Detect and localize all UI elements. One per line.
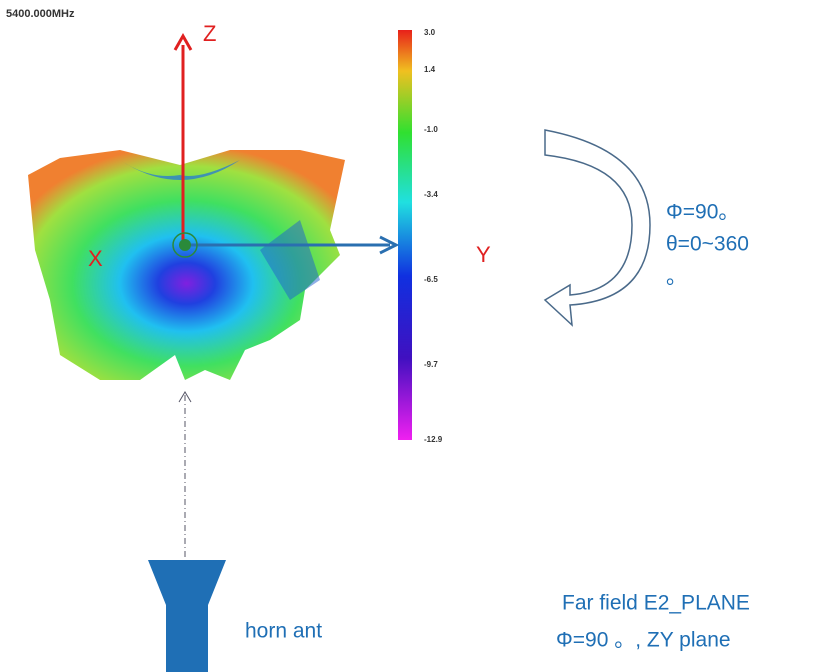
caption-line: Φ=90 。, ZY plane — [556, 629, 731, 652]
degree-mark: 。 — [666, 266, 687, 289]
rotation-arrow — [543, 129, 651, 327]
z-label: Z — [203, 21, 216, 46]
frequency-label: 5400.000MHz — [6, 8, 75, 20]
horn-label: horn ant — [245, 620, 322, 643]
caption-line: Far field E2_PLANE — [562, 592, 750, 615]
pattern-shading — [120, 160, 240, 180]
theta-label: θ=0~360 — [666, 233, 749, 256]
colorbar-label: -3.4 — [424, 190, 438, 199]
radiation-pattern — [28, 150, 345, 380]
horn-antenna — [148, 560, 226, 672]
colorbar-label: -1.0 — [424, 125, 438, 134]
colorbar-label: 3.0 — [424, 28, 436, 37]
pattern-shading — [260, 220, 320, 300]
origin-ring — [172, 232, 198, 258]
y-arrowhead — [379, 235, 400, 255]
colorbar-label: -12.9 — [424, 435, 443, 444]
y-label: Y — [476, 242, 491, 267]
beam-arrowhead — [178, 391, 192, 403]
z-arrowhead — [173, 32, 193, 51]
origin — [179, 239, 191, 251]
colorbar-label: -6.5 — [424, 275, 438, 284]
x-label: X — [88, 246, 103, 271]
colorbar — [398, 30, 412, 440]
colorbar-label: -9.7 — [424, 360, 438, 369]
colorbar-label: 1.4 — [424, 65, 436, 74]
phi-label: Φ=90。 — [666, 201, 739, 224]
